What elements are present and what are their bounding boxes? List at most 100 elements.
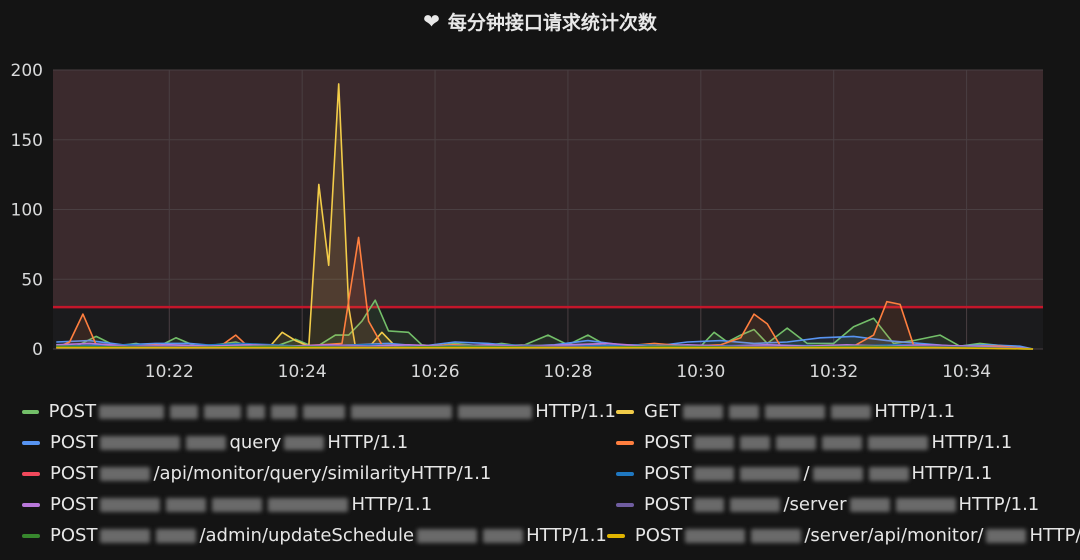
legend-protocol: HTTP/1.1 [874, 401, 956, 422]
line-chart: 0 50 100 150 200 10:22 10:24 10:26 10:28 10:30 10:… [11, 61, 1043, 382]
x-tick-label: 10:34 [942, 362, 991, 382]
redacted-text [849, 497, 890, 512]
legend-item[interactable]: POST HTTP/1.1 [616, 432, 1012, 453]
redacted-text [246, 404, 266, 419]
legend-item[interactable]: POST / HTTP/1.1 [616, 463, 992, 484]
redacted-text [868, 435, 929, 450]
legend-protocol: HTTP/1.1 [351, 494, 433, 515]
legend-swatch [22, 533, 40, 538]
legend-swatch [22, 502, 40, 507]
legend-path: /server [783, 494, 847, 515]
legend-path: query [229, 432, 282, 453]
redacted-text [156, 528, 197, 543]
threshold-region [53, 70, 1043, 308]
chart-title: 每分钟接口请求统计次数 [447, 11, 657, 34]
legend-swatch [616, 471, 634, 476]
legend-row: POST /admin/updateSchedule HTTP/1.1 POST … [22, 520, 1080, 551]
redacted-text [868, 466, 909, 481]
legend-method: GET [644, 401, 681, 422]
legend-method: POST [644, 463, 692, 484]
legend-swatch [22, 471, 40, 476]
redacted-text [186, 435, 227, 450]
redacted-text [685, 528, 746, 543]
series-area-0 [56, 300, 1034, 349]
redacted-text [284, 435, 325, 450]
legend-item[interactable]: POST /api/monitor/query/similarity HTTP/… [22, 463, 616, 484]
legend-row: POST /api/monitor/query/similarity HTTP/… [22, 458, 1080, 489]
redacted-text [683, 404, 724, 419]
legend-protocol: HTTP/1.1 [535, 401, 616, 422]
redacted-text [271, 404, 297, 419]
plot-background [53, 307, 1043, 349]
redacted-text [694, 435, 735, 450]
legend: POST HTTP/1.1 GET HTTP/1.1 POST query HTTP… [22, 396, 1080, 551]
legend-row: POST HTTP/1.1 GET HTTP/1.1 [22, 396, 1080, 427]
redacted-text [730, 497, 781, 512]
legend-swatch [616, 409, 634, 414]
redacted-text [203, 404, 241, 419]
heart-icon: ❤ [423, 9, 440, 33]
legend-swatch [22, 440, 40, 445]
redacted-text [729, 404, 760, 419]
legend-method: POST [50, 432, 98, 453]
legend-swatch [606, 533, 625, 538]
y-tick-label: 150 [11, 131, 43, 151]
legend-item[interactable]: POST /admin/updateSchedule HTTP/1.1 [22, 525, 607, 546]
y-tick-label: 50 [21, 270, 43, 290]
x-tick-label: 10:22 [145, 362, 194, 382]
legend-protocol: HTTP/1.1 [410, 463, 492, 484]
legend-item[interactable]: POST HTTP/1.1 [22, 401, 616, 422]
x-tick-label: 10:24 [278, 362, 327, 382]
x-tick-label: 10:30 [676, 362, 725, 382]
redacted-text [986, 528, 1027, 543]
legend-item[interactable]: POST /server HTTP/1.1 [616, 494, 1039, 515]
legend-swatch [22, 409, 39, 414]
legend-item[interactable]: POST /server/api/monitor/ HTTP/1.1 [606, 525, 1080, 546]
redacted-text [831, 404, 872, 419]
redacted-text [100, 497, 161, 512]
redacted-text [694, 466, 735, 481]
legend-swatch [616, 440, 634, 445]
redacted-text [822, 435, 863, 450]
panel-title: ❤ 每分钟接口请求统计次数 [0, 6, 1080, 36]
redacted-text [895, 497, 956, 512]
redacted-text [812, 466, 863, 481]
legend-protocol: HTTP/1.1 [911, 463, 993, 484]
legend-method: POST [50, 463, 98, 484]
legend-method: POST [48, 401, 97, 422]
redacted-text [99, 404, 164, 419]
x-tick-label: 10:26 [411, 362, 460, 382]
x-tick-label: 10:32 [809, 362, 858, 382]
legend-path: /server/api/monitor/ [804, 525, 984, 546]
legend-item[interactable]: GET HTTP/1.1 [616, 401, 955, 422]
legend-item[interactable]: POST HTTP/1.1 [22, 494, 616, 515]
redacted-text [350, 404, 453, 419]
x-tick-label: 10:28 [543, 362, 592, 382]
redacted-text [212, 497, 263, 512]
redacted-text [100, 435, 181, 450]
series-line-9 [56, 346, 1034, 350]
legend-path: / [803, 463, 810, 484]
redacted-text [169, 404, 198, 419]
legend-path: /api/monitor/query/similarity [153, 463, 411, 484]
legend-protocol: HTTP/1.1 [1029, 525, 1080, 546]
legend-path: /admin/updateSchedule [199, 525, 415, 546]
redacted-text [268, 497, 349, 512]
legend-method: POST [644, 432, 692, 453]
redacted-text [100, 466, 151, 481]
redacted-text [740, 435, 771, 450]
redacted-text [483, 528, 524, 543]
y-tick-label: 200 [11, 61, 43, 81]
legend-swatch [616, 502, 634, 507]
legend-item[interactable]: POST query HTTP/1.1 [22, 432, 616, 453]
legend-protocol: HTTP/1.1 [931, 432, 1013, 453]
redacted-text [776, 435, 817, 450]
redacted-text [694, 497, 725, 512]
y-tick-label: 100 [11, 201, 43, 221]
legend-method: POST [644, 494, 692, 515]
redacted-text [458, 404, 533, 419]
redacted-text [417, 528, 478, 543]
legend-row: POST query HTTP/1.1 POST HTTP/1.1 [22, 427, 1080, 458]
legend-method: POST [50, 525, 98, 546]
redacted-text [100, 528, 151, 543]
